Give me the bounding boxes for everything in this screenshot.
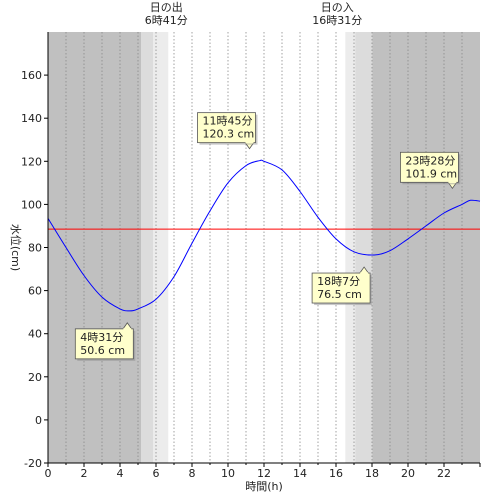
sunset-time-label: 16時31分 xyxy=(312,14,362,27)
callout-time: 18時7分 xyxy=(317,275,360,288)
y-tick-label-40: 40 xyxy=(28,328,42,341)
y-tick-label-0: 0 xyxy=(35,414,42,427)
y-tick-label-60: 60 xyxy=(28,285,42,298)
y-tick-label-100: 100 xyxy=(21,198,42,211)
callout-level: 101.9 cm xyxy=(405,167,457,180)
callout-time: 23時28分 xyxy=(405,154,455,167)
x-tick-label-8: 8 xyxy=(189,467,196,480)
x-tick-label-12: 12 xyxy=(257,467,271,480)
x-tick-label-20: 20 xyxy=(401,467,415,480)
twilight-band-morning-light xyxy=(152,32,169,463)
x-tick-label-2: 2 xyxy=(81,467,88,480)
callout-box xyxy=(400,151,459,183)
callout-level: 50.6 cm xyxy=(80,344,125,357)
tide-series xyxy=(47,159,481,312)
callout-box xyxy=(311,272,371,304)
callout-time: 4時31分 xyxy=(80,331,123,344)
callout-box xyxy=(197,112,256,144)
twilight-band-morning-dark xyxy=(141,32,153,463)
night-band-evening xyxy=(372,32,480,463)
twilight-band-evening-light xyxy=(345,32,356,463)
sunrise-time-label: 6時41分 xyxy=(145,14,188,27)
x-tick-label-0: 0 xyxy=(45,467,52,480)
x-tick-label-4: 4 xyxy=(117,467,124,480)
y-axis-label: 水位(cm) xyxy=(9,224,23,271)
x-tick-label-18: 18 xyxy=(365,467,379,480)
tide-line xyxy=(47,159,481,312)
sunrise-label: 日の出 xyxy=(150,0,183,14)
y-tick-label-140: 140 xyxy=(21,112,42,125)
night-band-morning xyxy=(48,32,142,463)
callout-level: 120.3 cm xyxy=(203,128,255,141)
x-tick-label-22: 22 xyxy=(437,467,451,480)
x-axis-label: 時間(h) xyxy=(245,480,283,493)
x-tick-label-6: 6 xyxy=(153,467,160,480)
y-tick-label-120: 120 xyxy=(21,155,42,168)
y-tick-label-160: 160 xyxy=(21,69,42,82)
sun-labels: 日の出 6時41分 日の入 16時31分 xyxy=(145,0,363,27)
x-tick-label-10: 10 xyxy=(221,467,235,480)
twilight-band-evening-dark xyxy=(355,32,373,463)
callout-time: 11時45分 xyxy=(203,115,253,128)
callout-box xyxy=(74,328,134,360)
x-tick-label-16: 16 xyxy=(329,467,343,480)
x-tick-label-14: 14 xyxy=(293,467,307,480)
y-tick-label--20: -20 xyxy=(24,457,42,470)
sunset-label: 日の入 xyxy=(321,1,354,14)
day-night-bands xyxy=(48,32,480,463)
y-tick-label-20: 20 xyxy=(28,371,42,384)
callout-level: 76.5 cm xyxy=(317,288,362,301)
y-tick-label-80: 80 xyxy=(28,242,42,255)
